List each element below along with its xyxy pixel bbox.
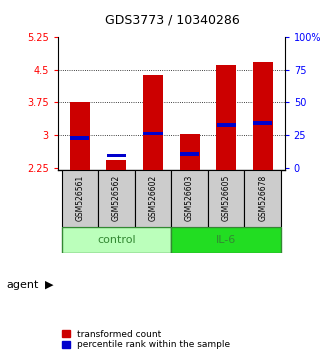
Bar	[216, 64, 236, 170]
FancyBboxPatch shape	[135, 170, 171, 227]
Legend: transformed count, percentile rank within the sample: transformed count, percentile rank withi…	[63, 330, 230, 349]
Text: GSM526562: GSM526562	[112, 175, 121, 221]
Bar	[107, 154, 126, 157]
Bar	[143, 131, 163, 135]
Text: GSM526561: GSM526561	[75, 175, 84, 221]
Text: IL-6: IL-6	[216, 235, 236, 245]
Bar	[143, 75, 163, 170]
FancyBboxPatch shape	[98, 170, 135, 227]
FancyBboxPatch shape	[62, 170, 98, 227]
Bar	[179, 134, 200, 170]
Bar	[216, 123, 236, 127]
Text: GDS3773 / 10340286: GDS3773 / 10340286	[105, 13, 240, 27]
FancyBboxPatch shape	[62, 227, 171, 253]
Text: control: control	[97, 235, 136, 245]
Bar	[253, 121, 272, 125]
Text: GSM526603: GSM526603	[185, 175, 194, 221]
Text: GSM526602: GSM526602	[149, 175, 158, 221]
Text: agent: agent	[7, 280, 39, 290]
Bar	[180, 152, 199, 156]
Bar	[253, 62, 273, 170]
Text: GSM526678: GSM526678	[258, 175, 267, 221]
FancyBboxPatch shape	[208, 170, 244, 227]
FancyBboxPatch shape	[244, 170, 281, 227]
FancyBboxPatch shape	[171, 170, 208, 227]
FancyBboxPatch shape	[171, 227, 281, 253]
Bar	[106, 160, 126, 170]
Text: ▶: ▶	[45, 280, 53, 290]
Text: GSM526605: GSM526605	[222, 175, 231, 221]
Bar	[70, 136, 89, 140]
Bar	[70, 102, 90, 170]
